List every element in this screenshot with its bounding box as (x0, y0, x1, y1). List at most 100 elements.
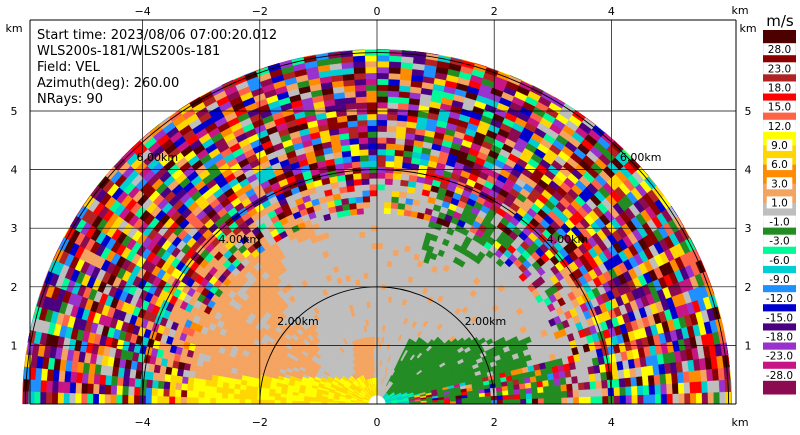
range-gate (364, 60, 378, 68)
range-gate (365, 72, 378, 80)
range-gate (589, 380, 597, 390)
range-gate (643, 394, 650, 405)
range-gate (349, 208, 358, 216)
range-gate (386, 119, 398, 127)
range-gate (588, 373, 596, 382)
range-gate (376, 189, 385, 197)
range-gate (354, 78, 367, 86)
range-gate (364, 55, 378, 62)
range-gate (666, 383, 673, 395)
range-gate (388, 67, 401, 74)
range-gate (396, 255, 404, 263)
range-gate (479, 399, 486, 405)
range-gate (595, 380, 603, 389)
range-gate (387, 96, 399, 104)
range-gate (624, 377, 632, 387)
range-gate (637, 394, 644, 405)
range-gate (385, 278, 391, 285)
range-gate (386, 260, 393, 268)
range-gate (364, 66, 378, 74)
range-gate (392, 172, 402, 180)
range-gate (395, 131, 406, 140)
range-gate (376, 142, 387, 150)
range-gate (619, 386, 627, 396)
range-gate (381, 266, 387, 273)
range-gate (370, 236, 378, 244)
range-gate (376, 96, 388, 103)
range-gate (398, 91, 411, 99)
range-gate (368, 154, 378, 162)
range-gate (565, 376, 573, 385)
range-gate (381, 271, 387, 279)
range-gate (379, 330, 383, 338)
range-gate (376, 313, 381, 320)
range-gate (385, 143, 396, 150)
range-gate (525, 387, 533, 394)
range-gate (642, 384, 650, 395)
range-gate (397, 202, 406, 210)
range-gate (366, 254, 373, 262)
range-gate (566, 383, 574, 391)
range-gate (362, 195, 371, 203)
range-gate (519, 393, 527, 400)
range-gate (561, 397, 568, 405)
range-gate (376, 160, 386, 168)
range-gate (359, 160, 369, 168)
range-gate (572, 396, 580, 405)
range-gate (395, 126, 407, 134)
range-gate (660, 383, 668, 395)
range-gate (531, 392, 539, 399)
range-gate (394, 137, 406, 145)
range-gate (566, 390, 574, 398)
range-gate (678, 393, 685, 405)
range-gate (590, 388, 597, 397)
range-gate (542, 385, 550, 393)
range-gate (376, 260, 383, 267)
range-gate (372, 295, 378, 302)
range-gate (537, 392, 545, 399)
range-gate (389, 278, 395, 286)
range-gate (376, 201, 385, 209)
range-gate (636, 375, 644, 387)
range-gate (654, 383, 662, 395)
range-gate (376, 295, 382, 302)
range-gate (386, 125, 397, 133)
range-gate (576, 374, 585, 384)
range-gate (384, 289, 390, 297)
range-gate (390, 266, 397, 274)
range-gate (354, 190, 363, 198)
range-gate (649, 394, 656, 405)
range-gate (353, 178, 362, 186)
range-gate (387, 237, 395, 244)
range-gate (384, 178, 393, 186)
range-gate (346, 185, 355, 193)
range-gate (371, 248, 378, 255)
range-gate (360, 172, 370, 180)
range-gate (386, 113, 398, 121)
range-gate (631, 394, 639, 405)
range-gate (346, 191, 356, 199)
range-gate (596, 395, 603, 405)
range-gate (665, 372, 673, 385)
range-gate (677, 382, 685, 394)
range-gate (361, 254, 368, 262)
range-gate (366, 101, 378, 109)
range-gate (684, 392, 691, 405)
range-gate (353, 67, 366, 74)
range-gate (350, 149, 360, 157)
range-gate (526, 398, 533, 405)
range-gate (571, 375, 579, 384)
range-gate (356, 207, 364, 215)
range-gate (543, 397, 551, 405)
range-gate (368, 172, 378, 179)
range-gate (351, 161, 361, 169)
range-gate (350, 214, 358, 222)
range-gate (397, 249, 405, 258)
range-gate (348, 202, 357, 210)
range-gate (399, 185, 408, 193)
range-gate (502, 394, 510, 400)
range-gate (387, 248, 394, 256)
range-gate (369, 183, 378, 191)
range-gate (612, 378, 620, 388)
range-gate (695, 392, 703, 405)
